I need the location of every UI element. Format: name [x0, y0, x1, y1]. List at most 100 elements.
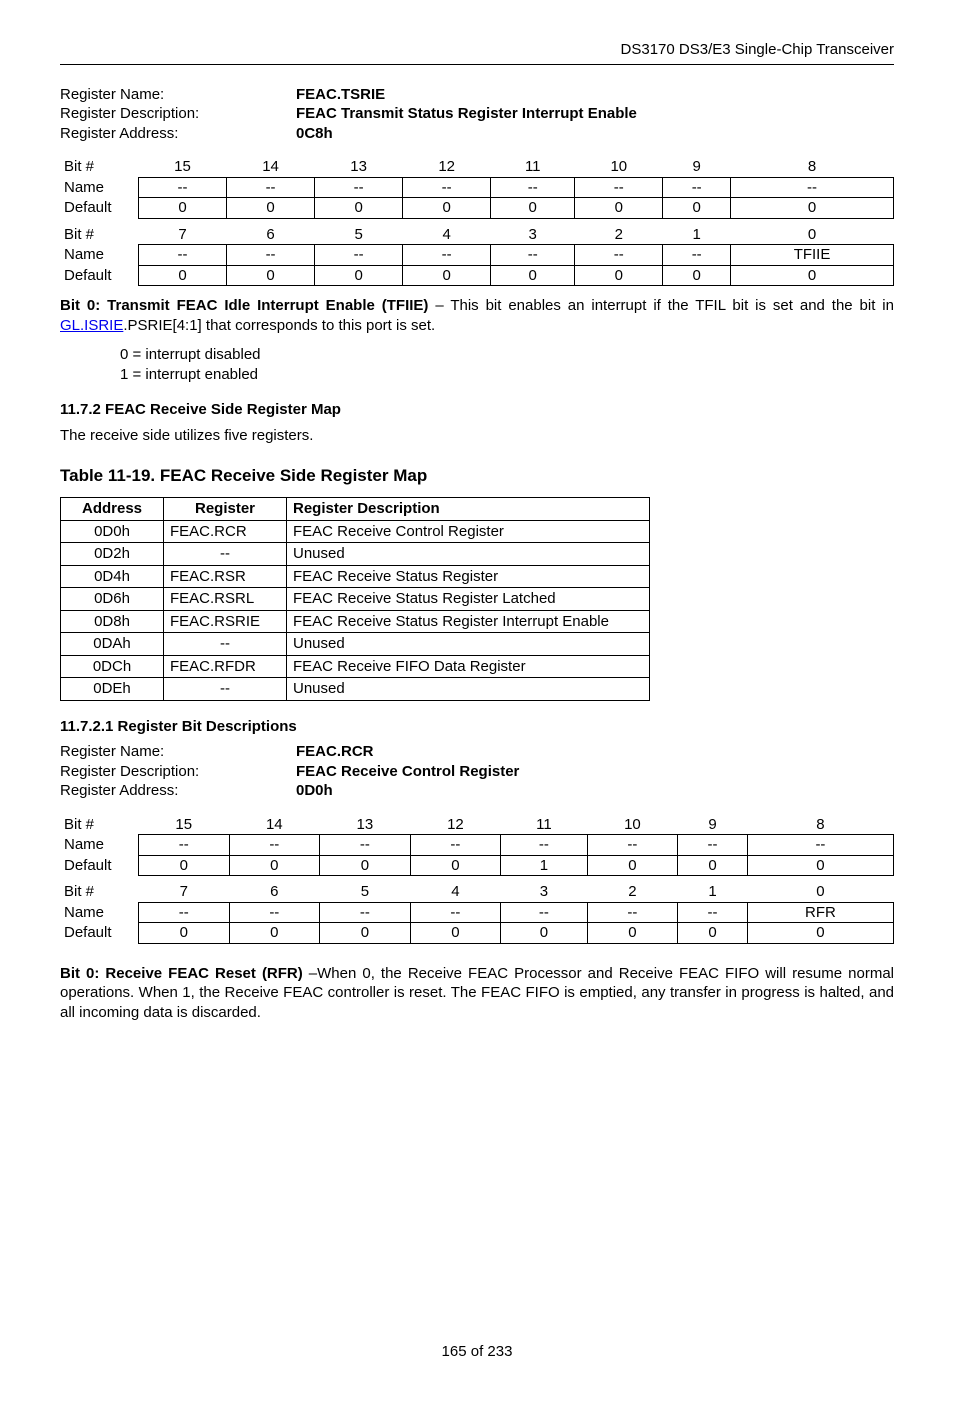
bit-cell: 0 [587, 923, 678, 944]
bit-cell: -- [320, 835, 411, 856]
reg-name-label: Register Name: [60, 742, 296, 762]
bit-cell: -- [575, 245, 663, 266]
bit-cell: 0 [410, 855, 501, 876]
bit-cell: -- [491, 245, 575, 266]
bit-cell: 13 [315, 157, 403, 177]
bit-cell: 0 [747, 923, 893, 944]
bit-cell: 0 [229, 923, 320, 944]
bit-cell: 2 [587, 876, 678, 903]
reg-name-label: Register Name: [60, 85, 296, 105]
name-row-label: Name [60, 245, 139, 266]
bit-cell: 0 [663, 265, 731, 286]
bit-cell: -- [315, 177, 403, 198]
bit-row-label: Bit # [60, 876, 139, 903]
map-cell: Unused [287, 678, 650, 701]
bit-cell: -- [315, 245, 403, 266]
default-row-label: Default [60, 923, 139, 944]
register-header-1: Register Name: FEAC.TSRIE Register Descr… [60, 85, 894, 144]
bit-cell: 4 [410, 876, 501, 903]
gl-isrie-link[interactable]: GL.ISRIE [60, 317, 123, 334]
bit-cell: -- [491, 177, 575, 198]
bit0-opt0: 0 = interrupt disabled [120, 345, 894, 365]
bit-cell: 15 [139, 157, 227, 177]
bit-cell: 0 [587, 855, 678, 876]
bit-cell: 0 [501, 923, 587, 944]
doc-header: DS3170 DS3/E3 Single-Chip Transceiver [60, 40, 894, 65]
bit-cell: 0 [410, 923, 501, 944]
map-cell: 0DEh [61, 678, 164, 701]
bit-cell: 0 [678, 855, 748, 876]
reg-desc-label: Register Description: [60, 104, 296, 124]
map-cell: FEAC Receive Control Register [287, 520, 650, 543]
map-cell: 0D8h [61, 610, 164, 633]
map-cell: 0D2h [61, 543, 164, 566]
bit-cell: 4 [403, 218, 491, 245]
bit-cell: 0 [139, 265, 227, 286]
bit-cell: 9 [663, 157, 731, 177]
bit-table-1: Bit # 15 14 13 12 11 10 9 8 Name -- -- -… [60, 157, 894, 286]
bit-cell: 0 [139, 198, 227, 219]
bit-cell: 0 [731, 265, 894, 286]
bit-cell: 0 [139, 855, 230, 876]
bit-cell: -- [501, 835, 587, 856]
reg-name: FEAC.RCR [296, 742, 374, 762]
map-cell: FEAC.RFDR [164, 655, 287, 678]
bit-cell: 2 [575, 218, 663, 245]
name-row-label: Name [60, 835, 139, 856]
bit-cell: -- [663, 177, 731, 198]
bit-cell: -- [227, 177, 315, 198]
bit0-lead: Bit 0: Transmit FEAC Idle Interrupt Enab… [60, 297, 428, 314]
bit-cell: -- [403, 245, 491, 266]
bit-cell: 0 [575, 265, 663, 286]
bit-cell: -- [587, 835, 678, 856]
bit-cell: 0 [139, 923, 230, 944]
bit-cell: 11 [501, 815, 587, 835]
reg-addr: 0D0h [296, 781, 333, 801]
bit-cell: 0 [315, 265, 403, 286]
bit-cell: 0 [320, 923, 411, 944]
bit-cell: -- [678, 902, 748, 923]
reg-desc-label: Register Description: [60, 762, 296, 782]
bit-cell: 0 [731, 198, 894, 219]
bit-cell: 0 [229, 855, 320, 876]
name-row-label: Name [60, 902, 139, 923]
register-map-table: Address Register Register Description 0D… [60, 497, 650, 701]
bit-row-label: Bit # [60, 157, 139, 177]
bit-cell: -- [575, 177, 663, 198]
bit-cell: 0 [747, 876, 893, 903]
reg-addr-label: Register Address: [60, 124, 296, 144]
map-cell: 0DCh [61, 655, 164, 678]
bit-cell: 0 [227, 265, 315, 286]
bit-cell: -- [501, 902, 587, 923]
bit-cell: -- [229, 902, 320, 923]
default-row-label: Default [60, 265, 139, 286]
bit-cell: 12 [403, 157, 491, 177]
bit-cell: 3 [491, 218, 575, 245]
bit-cell: 9 [678, 815, 748, 835]
bit-cell: 5 [315, 218, 403, 245]
map-header: Register [164, 498, 287, 521]
bit-row-label: Bit # [60, 815, 139, 835]
bit-table-2: Bit # 15 14 13 12 11 10 9 8 Name -- -- -… [60, 815, 894, 944]
map-header: Register Description [287, 498, 650, 521]
reg-addr: 0C8h [296, 124, 333, 144]
bit-cell: -- [139, 177, 227, 198]
bit-cell: 12 [410, 815, 501, 835]
bit0-text-b: .PSRIE[4:1] that corresponds to this por… [123, 317, 435, 334]
bit0-text-a: – This bit enables an interrupt if the T… [428, 297, 894, 314]
map-cell: 0DAh [61, 633, 164, 656]
map-cell: 0D4h [61, 565, 164, 588]
bit-cell: 13 [320, 815, 411, 835]
bit-cell: TFIIE [731, 245, 894, 266]
section-11-7-2-1: 11.7.2.1 Register Bit Descriptions [60, 717, 894, 737]
bit-cell: 11 [491, 157, 575, 177]
bit-cell: -- [747, 835, 893, 856]
bit-cell: -- [229, 835, 320, 856]
map-cell: FEAC Receive Status Register [287, 565, 650, 588]
bit-cell: 14 [227, 157, 315, 177]
map-cell: 0D6h [61, 588, 164, 611]
reg-desc: FEAC Receive Control Register [296, 762, 519, 782]
map-cell: 0D0h [61, 520, 164, 543]
bit-cell: 7 [139, 218, 227, 245]
bit-cell: 0 [320, 855, 411, 876]
